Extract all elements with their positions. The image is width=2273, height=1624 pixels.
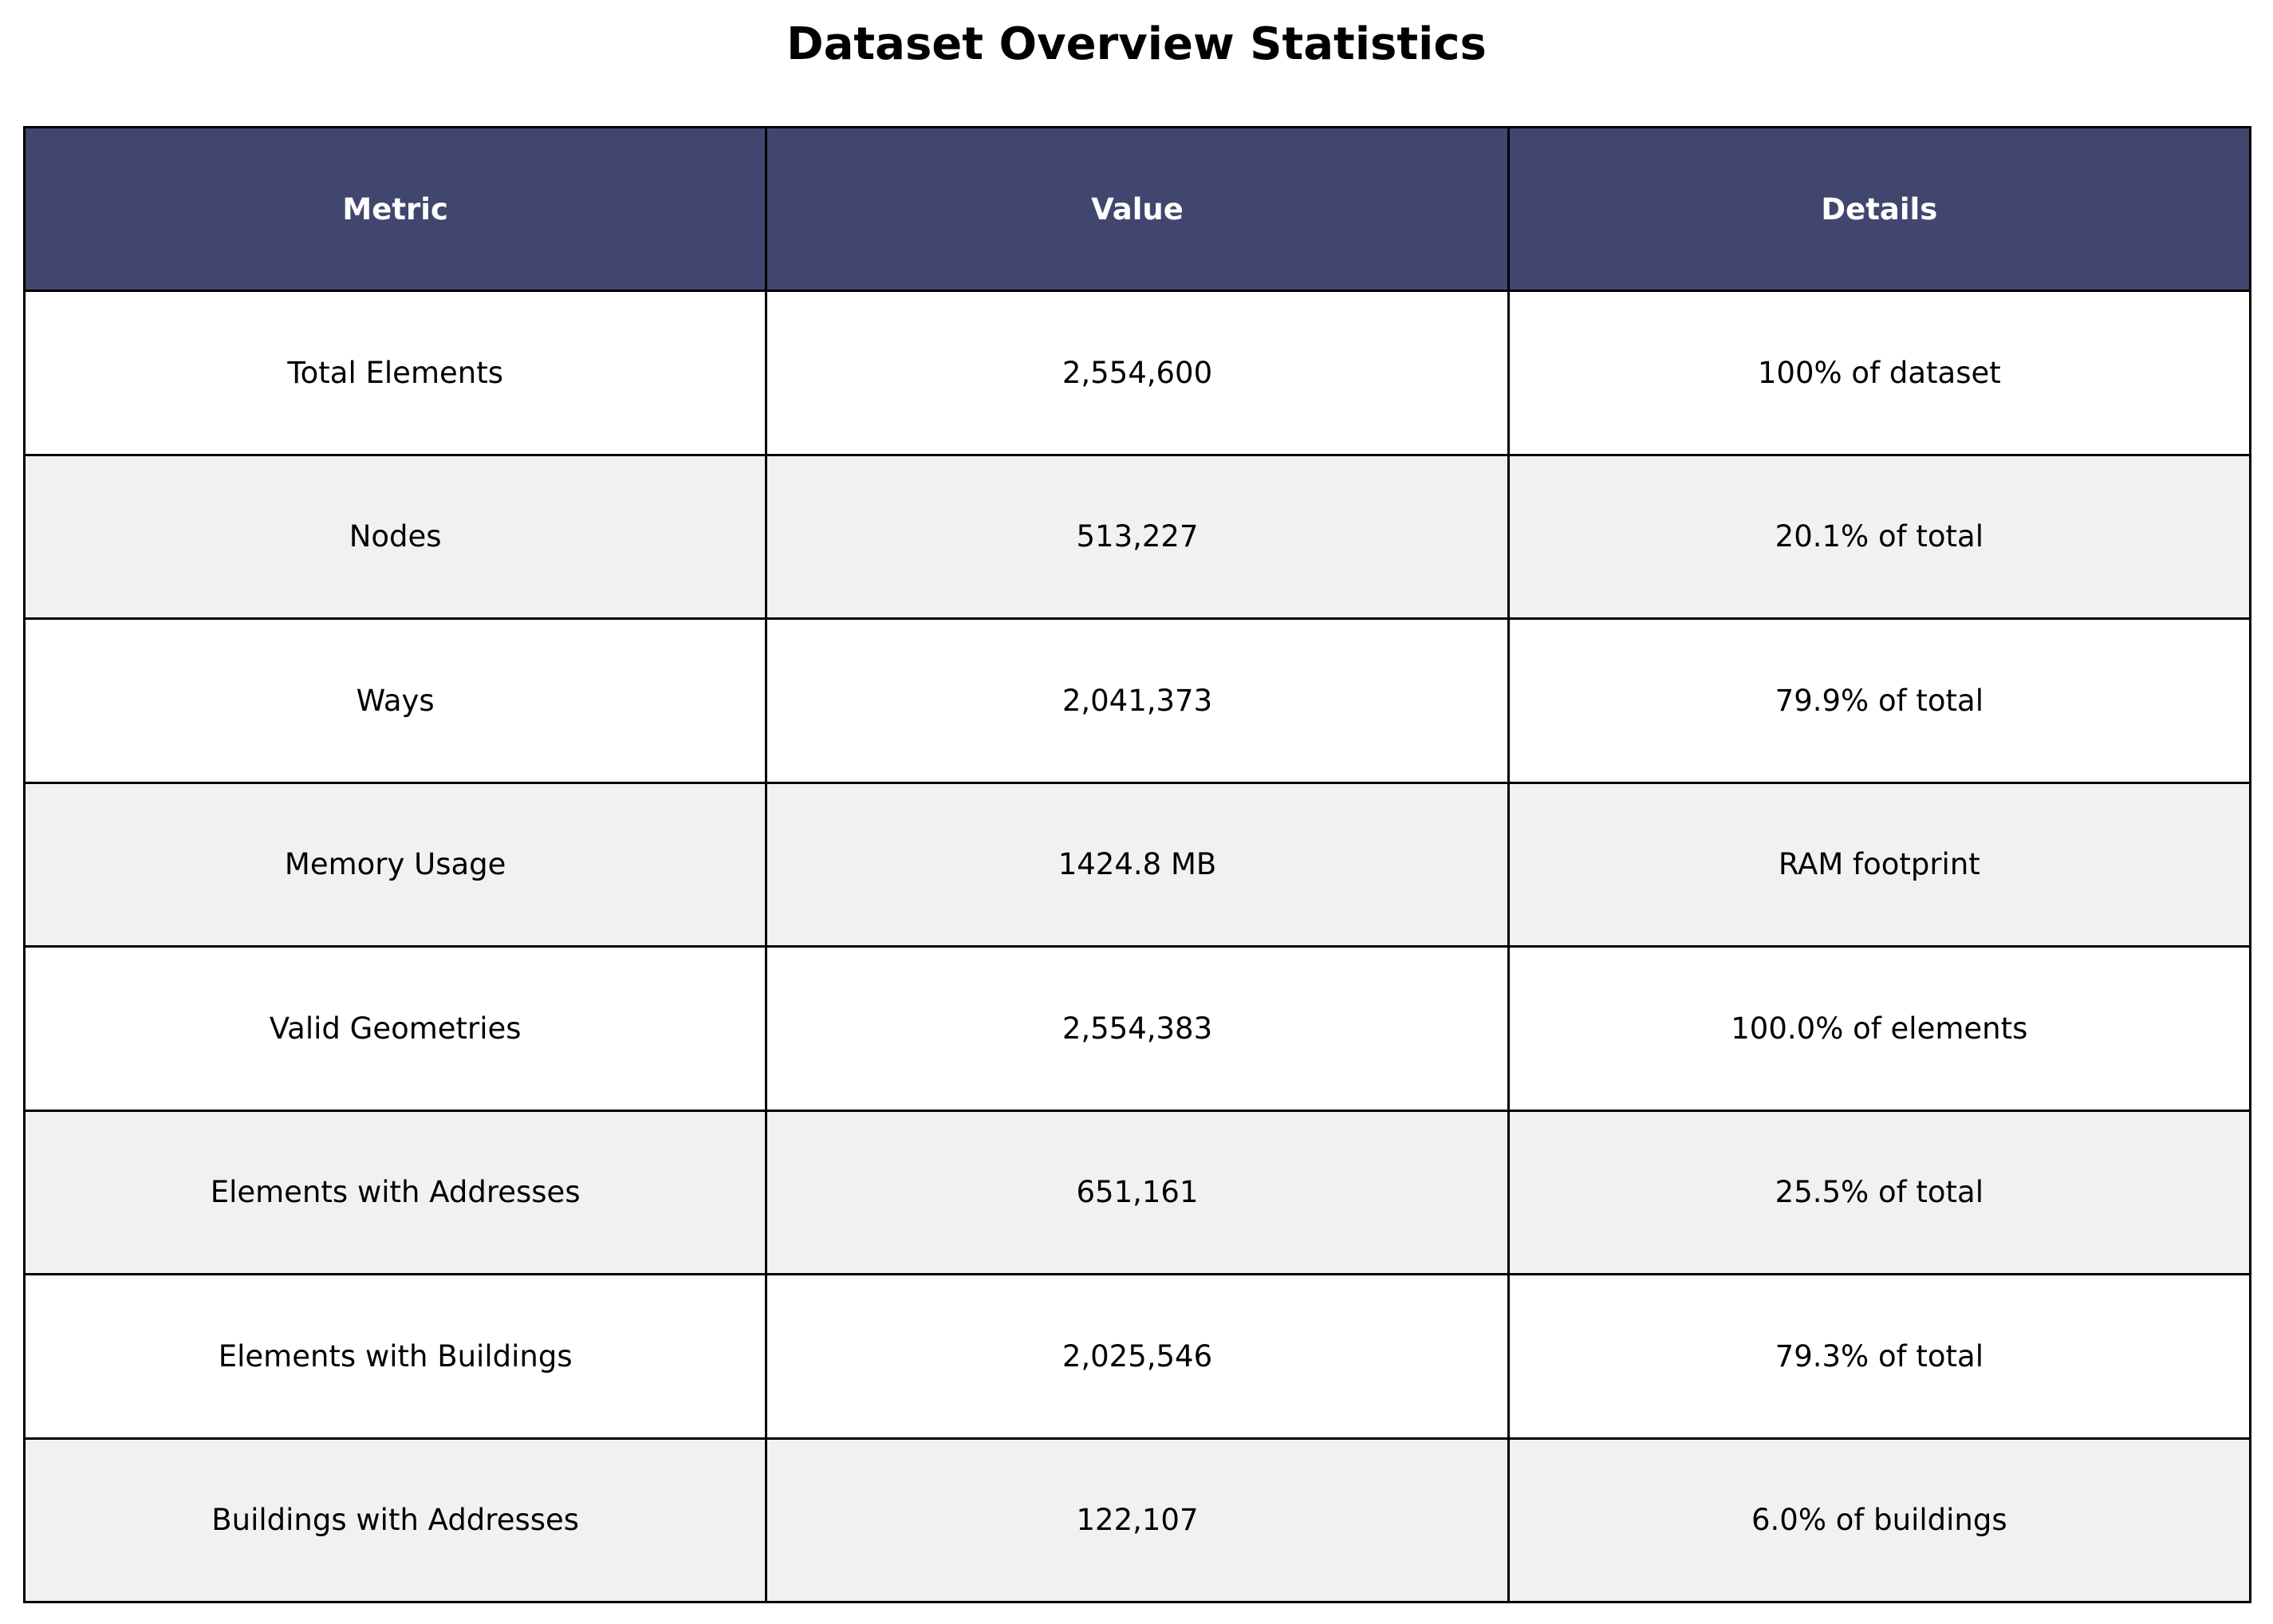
column-header-value: Value bbox=[765, 126, 1510, 292]
table-row: Memory Usage 1424.8 MB RAM footprint bbox=[22, 781, 2252, 948]
cell-metric: Elements with Buildings bbox=[22, 1273, 768, 1440]
cell-value: 2,554,600 bbox=[765, 290, 1510, 456]
column-header-metric: Metric bbox=[22, 126, 768, 292]
stats-table: Metric Value Details Total Elements 2,55… bbox=[22, 126, 2252, 1603]
cell-metric: Nodes bbox=[22, 453, 768, 620]
cell-value: 651,161 bbox=[765, 1109, 1510, 1275]
cell-value: 2,554,383 bbox=[765, 945, 1510, 1112]
column-header-details: Details bbox=[1507, 126, 2252, 292]
cell-details: RAM footprint bbox=[1507, 781, 2252, 948]
cell-details: 79.9% of total bbox=[1507, 617, 2252, 784]
table-row: Valid Geometries 2,554,383 100.0% of ele… bbox=[22, 945, 2252, 1112]
cell-metric: Buildings with Addresses bbox=[22, 1437, 768, 1603]
cell-details: 6.0% of buildings bbox=[1507, 1437, 2252, 1603]
cell-value: 2,025,546 bbox=[765, 1273, 1510, 1440]
cell-metric: Ways bbox=[22, 617, 768, 784]
table-row: Elements with Addresses 651,161 25.5% of… bbox=[22, 1109, 2252, 1275]
table-row: Buildings with Addresses 122,107 6.0% of… bbox=[22, 1437, 2252, 1603]
stats-table-container: Metric Value Details Total Elements 2,55… bbox=[22, 126, 2252, 1603]
table-header-row: Metric Value Details bbox=[22, 126, 2252, 292]
cell-metric: Valid Geometries bbox=[22, 945, 768, 1112]
cell-details: 100.0% of elements bbox=[1507, 945, 2252, 1112]
cell-details: 79.3% of total bbox=[1507, 1273, 2252, 1440]
table-row: Elements with Buildings 2,025,546 79.3% … bbox=[22, 1273, 2252, 1440]
table-row: Nodes 513,227 20.1% of total bbox=[22, 453, 2252, 620]
cell-value: 1424.8 MB bbox=[765, 781, 1510, 948]
cell-details: 25.5% of total bbox=[1507, 1109, 2252, 1275]
cell-value: 513,227 bbox=[765, 453, 1510, 620]
cell-details: 100% of dataset bbox=[1507, 290, 2252, 456]
chart-title: Dataset Overview Statistics bbox=[786, 18, 1487, 70]
cell-value: 2,041,373 bbox=[765, 617, 1510, 784]
cell-details: 20.1% of total bbox=[1507, 453, 2252, 620]
table-row: Ways 2,041,373 79.9% of total bbox=[22, 617, 2252, 784]
cell-metric: Total Elements bbox=[22, 290, 768, 456]
table-row: Total Elements 2,554,600 100% of dataset bbox=[22, 290, 2252, 456]
cell-metric: Memory Usage bbox=[22, 781, 768, 948]
cell-value: 122,107 bbox=[765, 1437, 1510, 1603]
cell-metric: Elements with Addresses bbox=[22, 1109, 768, 1275]
